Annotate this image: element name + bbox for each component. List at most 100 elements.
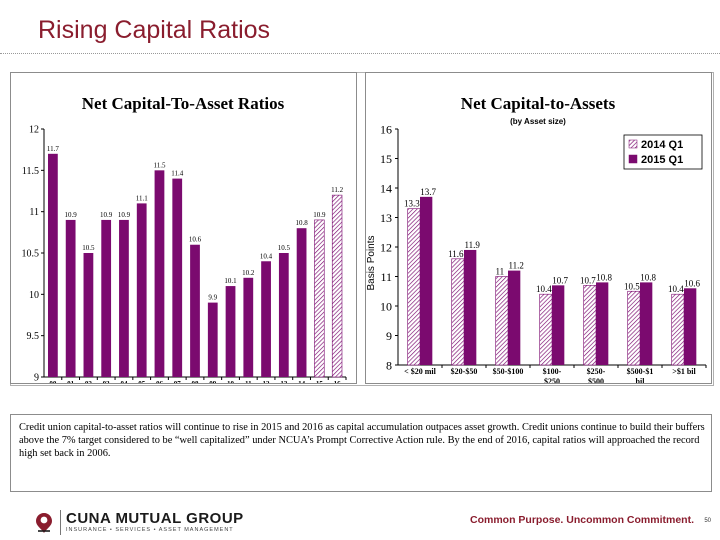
left-x-tick-label: 01: [67, 380, 75, 383]
right-y-tick-label: 11: [380, 270, 392, 284]
left-chart-title: Net Capital-To-Asset Ratios: [82, 94, 285, 113]
right-y-tick-label: 8: [386, 359, 392, 373]
brand-subtitle: INSURANCE • SERVICES • ASSET MANAGEMENT: [66, 527, 234, 533]
legend-swatch: [628, 154, 638, 164]
right-x-tick-label: $250-$500: [587, 367, 606, 383]
right-y-tick-label: 14: [380, 182, 392, 196]
left-bar: [101, 219, 112, 377]
left-y-tick-label: 12: [29, 125, 39, 136]
right-chart-axes: 8 9 10 11 12 13 14 15 16 < $20 mil $20-$50 $50-$100…: [380, 123, 707, 383]
right-bar: [640, 282, 653, 365]
left-x-tick-label: 09: [209, 380, 217, 383]
left-y-tick-label: 10: [29, 290, 39, 301]
left-chart-axes: 9 9.5 10 10.5 11 11.5 12 00 01 02 03 04 05 06 07 08 09 10…: [22, 125, 347, 384]
right-bar: [627, 290, 641, 366]
caption-text: Credit union capital-to-asset ratios wil…: [19, 422, 705, 459]
legend-label: 2015 Q1: [641, 154, 683, 166]
left-x-tick-label: 13: [280, 380, 288, 383]
right-bar-value-label: 13.7: [420, 187, 436, 197]
left-bar: [119, 219, 129, 377]
right-x-tick-label: $50-$100: [493, 367, 524, 376]
right-y-tick-label: 16: [380, 123, 392, 137]
right-bar: [596, 282, 609, 365]
left-bar-value-label: 11.1: [136, 194, 148, 202]
left-bar: [278, 253, 289, 377]
title-divider: [0, 53, 720, 54]
right-chart-ylabel: Basis Points: [366, 235, 377, 290]
right-chart-legend: 2014 Q1 2015 Q1: [623, 134, 703, 170]
left-x-tick-label: 04: [120, 380, 128, 383]
left-x-tick-label: 14: [298, 380, 306, 383]
left-bar-value-label: 10.4: [260, 252, 273, 260]
left-bar-value-label: 10.9: [65, 211, 78, 219]
left-bar-value-label: 10.5: [82, 244, 95, 252]
left-x-tick-label: 05: [138, 380, 146, 383]
left-y-tick-label: 11: [29, 207, 39, 218]
right-chart-subtitle: (by Asset size): [510, 117, 566, 126]
right-bar-value-label: 10.4: [536, 284, 552, 294]
right-bar-value-label: 13.3: [404, 199, 420, 209]
left-bar: [65, 219, 76, 377]
left-bar: [331, 194, 343, 378]
right-bar: [407, 208, 421, 366]
right-y-tick-label: 10: [380, 300, 392, 314]
left-bar-value-label: 10.9: [118, 211, 131, 219]
left-y-tick-label: 9: [34, 373, 39, 384]
capital-ratio-chart: Net Capital-To-Asset Ratios 99.51010.511…: [22, 94, 347, 384]
right-bar: [495, 276, 509, 366]
right-bar-value-label: 10.8: [596, 272, 612, 282]
left-bar: [225, 286, 236, 377]
left-x-tick-label: 10: [227, 380, 235, 383]
left-bar: [190, 244, 200, 377]
right-x-tick-label: < $20 mil: [404, 367, 436, 376]
slide-title: Rising Capital Ratios: [38, 16, 271, 44]
left-bar-value-label: 11.4: [171, 170, 183, 178]
left-bar-value-label: 11.2: [331, 186, 343, 194]
right-y-tick-label: 13: [380, 211, 392, 225]
right-bar: [671, 293, 685, 366]
left-x-tick-label: 02: [85, 380, 93, 383]
logo-divider: [60, 510, 61, 535]
left-bar-value-label: 10.9: [313, 211, 326, 219]
right-y-tick-label: 12: [380, 241, 392, 255]
caption-box: Credit union capital-to-asset ratios wil…: [10, 414, 712, 492]
tagline: Common Purpose. Uncommon Commitment.: [469, 514, 694, 526]
left-x-tick-label: 11: [245, 380, 252, 383]
right-bar-value-label: 11: [496, 267, 505, 277]
right-bar: [539, 293, 553, 366]
right-bar-value-label: 10.4: [668, 284, 684, 294]
left-x-tick-label: 08: [192, 380, 200, 383]
right-bar-value-label: 11.2: [508, 261, 523, 271]
left-bar: [83, 253, 94, 377]
right-y-tick-label: 9: [386, 329, 392, 343]
left-x-tick-label: 07: [174, 380, 182, 383]
left-bar: [207, 302, 218, 377]
left-bar-value-label: 10.9: [100, 211, 113, 219]
brand-name: CUNA MUTUAL GROUP: [66, 510, 244, 527]
right-bar: [508, 270, 521, 365]
left-bar: [296, 228, 307, 377]
right-bar-value-label: 11.9: [464, 240, 480, 250]
left-bar: [154, 170, 165, 377]
left-bar: [314, 219, 325, 378]
right-chart-panel: Net Capital-to-Assets (by Asset size) Ba…: [365, 72, 712, 384]
left-x-tick-label: 15: [316, 380, 324, 383]
right-bar-value-label: 11.6: [448, 249, 464, 259]
right-bar-value-label: 10.5: [624, 281, 640, 291]
right-bar: [451, 258, 465, 366]
right-bar-value-label: 10.7: [552, 275, 568, 285]
left-x-tick-label: 16: [334, 380, 342, 383]
right-bar: [684, 288, 697, 365]
right-bar-value-label: 10.7: [580, 275, 596, 285]
left-bar-value-label: 10.6: [189, 236, 202, 244]
left-bar-value-label: 10.2: [242, 269, 255, 277]
left-y-tick-label: 10.5: [22, 249, 40, 260]
left-bar: [136, 203, 147, 377]
right-chart-title: Net Capital-to-Assets: [461, 94, 616, 113]
left-x-tick-label: 12: [263, 380, 271, 383]
left-bar: [172, 178, 183, 377]
left-bar: [261, 261, 271, 377]
cuna-logo-icon: [36, 513, 52, 533]
left-bar-value-label: 9.9: [208, 294, 217, 302]
right-x-tick-label: $100-$250: [543, 367, 562, 383]
